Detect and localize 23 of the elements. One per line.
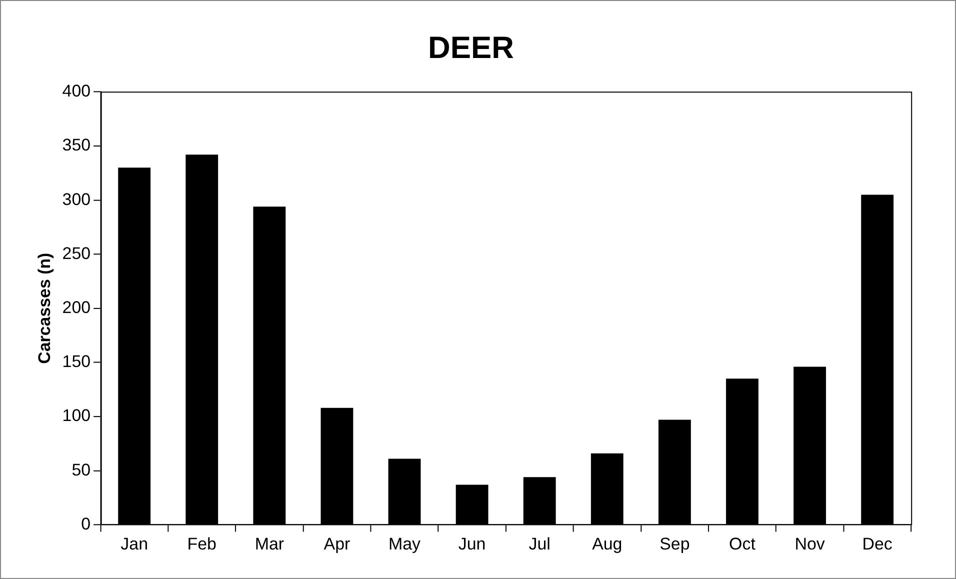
y-tick-label: 400 [62,82,91,101]
x-tick-label: Jun [458,534,486,554]
x-tick-label: Mar [254,534,284,554]
y-tick-label: 100 [62,406,91,426]
y-tick-label: 50 [72,460,91,480]
x-tick-label: Jan [120,534,148,554]
y-tick-label: 200 [62,298,91,318]
x-tick-label: Nov [794,534,826,554]
x-tick-label: Sep [660,534,690,554]
y-tick-label: 0 [81,514,91,534]
x-tick-label: Aug [592,534,622,554]
chart-title: DEER [428,30,514,65]
y-tick-label: 150 [62,352,91,372]
x-tick-label: Jul [528,534,550,554]
x-tick-label: Oct [729,534,756,554]
y-tick-label: 350 [62,136,91,155]
x-tick-label: Apr [324,534,351,554]
y-axis-title: Carcasses (n) [34,252,54,364]
y-tick-label: 250 [62,244,91,263]
x-tick-label: May [388,534,422,554]
y-tick-label: 300 [62,190,91,209]
x-tick-label: Dec [862,534,893,554]
x-tick-label: Feb [187,534,216,554]
